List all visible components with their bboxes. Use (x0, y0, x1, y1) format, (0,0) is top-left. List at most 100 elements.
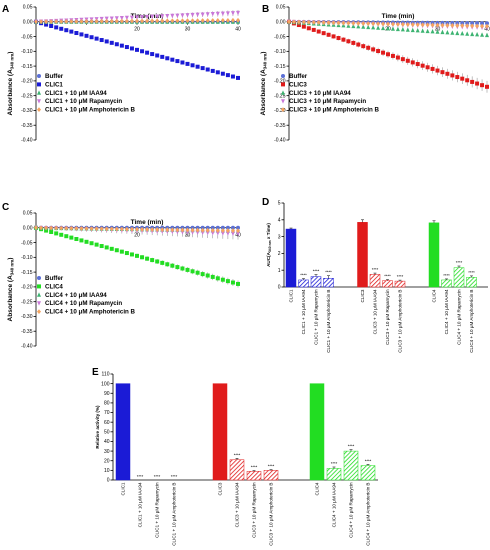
y-tick-label: -0.30 (21, 314, 33, 320)
bar (360, 465, 376, 481)
y-tick-label: 0.05 (276, 5, 286, 11)
data-point (140, 226, 145, 232)
data-point (306, 19, 311, 25)
y-tick-label: -0.10 (21, 49, 33, 55)
data-point (455, 23, 460, 28)
data-point (480, 23, 485, 29)
data-point (236, 10, 240, 16)
data-point (160, 260, 165, 265)
data-point (190, 230, 195, 235)
data-point (420, 22, 425, 28)
data-point (200, 230, 205, 236)
legend-marker (37, 82, 41, 87)
y-tick-label: 60 (104, 420, 110, 426)
data-point (150, 227, 155, 232)
data-point (331, 20, 336, 26)
data-point (215, 231, 220, 236)
data-point (321, 31, 326, 36)
data-point (119, 16, 124, 21)
data-point (119, 43, 124, 48)
significance-label: **** (443, 273, 450, 278)
x-tick-label: 30 (185, 26, 191, 32)
data-point (425, 28, 430, 34)
category-label: CLIC4 + 10 μM Amphotericin B (366, 483, 371, 546)
data-point (84, 33, 89, 38)
data-point (165, 262, 170, 267)
y-tick-label: 0.00 (23, 19, 33, 25)
data-point (236, 231, 240, 237)
data-point (440, 70, 445, 75)
data-point (190, 269, 195, 274)
data-point (150, 14, 155, 20)
data-point (185, 61, 190, 66)
panel-label-e: E (92, 367, 99, 378)
legend-marker (37, 284, 41, 289)
data-point (225, 228, 230, 233)
data-point (485, 21, 489, 26)
data-point (109, 246, 114, 251)
data-point (230, 228, 235, 234)
data-point (381, 21, 386, 27)
bar (441, 279, 452, 288)
data-point (119, 226, 124, 232)
data-point (200, 227, 205, 233)
significance-label: **** (325, 270, 332, 275)
data-point (465, 31, 470, 36)
data-point (485, 32, 489, 38)
data-point (140, 18, 145, 24)
bar (326, 468, 342, 481)
legend-label: CLIC3 + 10 μM Amphotericin B (289, 107, 380, 114)
data-point (185, 227, 190, 233)
chart-a: 0.05 0.00 -0.05 -0.10 -0.15 -0.20 -0.25 -0.30 -0… (7, 5, 241, 144)
y-tick-label: 20 (104, 458, 110, 464)
y-tick-label: 50 (104, 430, 110, 436)
bar (115, 383, 131, 481)
data-point (351, 40, 356, 45)
data-point (145, 256, 150, 261)
data-point (94, 18, 99, 24)
legend-label: CLIC4 + 10 μM IAA94 (45, 292, 107, 299)
bar (229, 459, 245, 481)
data-point (480, 21, 485, 26)
data-point (150, 258, 155, 263)
data-point (210, 18, 215, 23)
legend-marker (281, 107, 285, 112)
data-point (341, 37, 346, 42)
data-point (84, 19, 89, 24)
data-point (195, 18, 200, 23)
data-point (109, 40, 114, 45)
data-point (79, 19, 84, 24)
data-point (430, 29, 435, 34)
y-tick-label: 3 (278, 234, 281, 240)
data-point (129, 15, 134, 20)
data-point (69, 29, 74, 34)
data-point (165, 56, 170, 61)
bar (369, 274, 381, 288)
legend-label: CLIC4 + 10 μM Amphotericin B (45, 309, 136, 316)
data-point (301, 24, 306, 29)
data-point (480, 83, 485, 88)
y-tick-label: 4 (278, 218, 281, 224)
data-point (475, 21, 480, 26)
data-point (180, 266, 185, 271)
y-axis-title: Absorbance (A340 nm) (260, 52, 268, 116)
data-point (395, 55, 400, 60)
data-point (376, 49, 381, 54)
data-point (104, 18, 109, 24)
y-tick-label: -0.30 (274, 108, 286, 114)
legend-marker (281, 74, 285, 78)
data-point (150, 52, 155, 57)
data-point (79, 32, 84, 37)
category-label: CLIC1 + 10 μM Amphotericin B (172, 483, 177, 546)
data-point (215, 228, 220, 233)
significance-label: **** (468, 270, 475, 275)
data-point (296, 23, 301, 28)
y-tick-label: -0.35 (21, 123, 33, 129)
data-point (99, 244, 104, 249)
y-tick-label: -0.10 (21, 255, 33, 261)
significance-label: **** (300, 273, 307, 278)
data-point (485, 84, 489, 89)
data-point (410, 22, 415, 27)
data-point (135, 15, 139, 20)
bar (357, 222, 368, 288)
